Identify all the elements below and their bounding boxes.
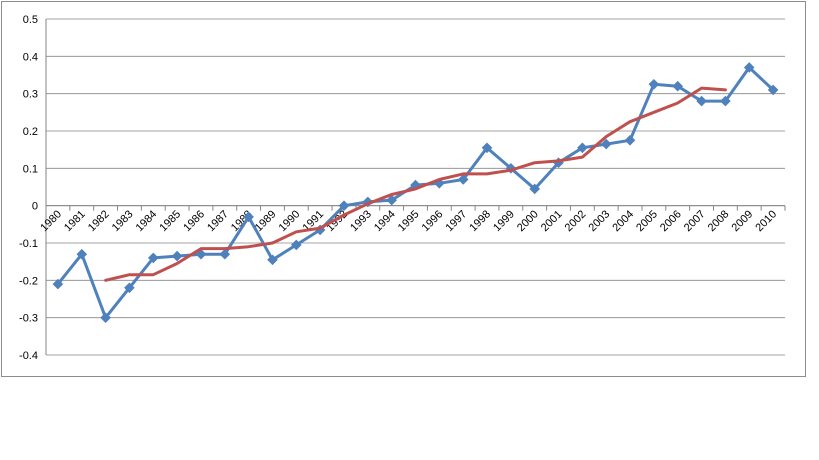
x-axis-tick-labels: 1980198119821983198419851986198719881989…	[38, 208, 779, 234]
data-point	[243, 211, 254, 223]
data-point	[124, 282, 135, 294]
y-tick-label: 0.2	[23, 126, 38, 138]
x-tick-label: 1994	[372, 208, 398, 234]
data-point	[52, 278, 64, 290]
y-tick-label: -0.3	[19, 313, 38, 325]
data-point	[743, 62, 755, 73]
data-point	[672, 80, 684, 92]
x-tick-label: 1998	[467, 208, 493, 234]
x-tick-label: 2005	[634, 208, 660, 234]
x-tick-label: 2003	[587, 208, 613, 234]
data-point	[267, 254, 278, 266]
x-tick-label: 1987	[205, 208, 231, 234]
data-point	[147, 252, 159, 264]
x-tick-label: 2007	[682, 208, 708, 234]
data-point	[386, 194, 398, 206]
y-tick-label: 0.4	[23, 51, 38, 63]
data-point	[577, 142, 588, 154]
data-series	[52, 62, 779, 324]
x-tick-label: 1981	[62, 208, 88, 234]
data-point	[600, 138, 612, 150]
data-point	[624, 134, 636, 146]
data-point	[481, 142, 493, 154]
y-tick-label: -0.2	[19, 275, 38, 287]
x-tick-label: 1980	[38, 208, 64, 234]
chart-area	[1, 1, 806, 377]
x-tick-label: 1986	[181, 208, 207, 234]
data-point	[648, 78, 660, 90]
x-tick-label: 2009	[730, 208, 756, 234]
x-tick-label: 2001	[539, 208, 565, 234]
x-tick-label: 2010	[753, 208, 779, 234]
data-point	[290, 239, 302, 251]
series-line	[104, 86, 727, 282]
data-point	[195, 248, 207, 260]
y-tick-label: 0.5	[23, 14, 38, 26]
data-point	[505, 162, 517, 174]
x-tick-label: 2000	[515, 208, 541, 234]
data-point	[696, 95, 707, 107]
y-tick-label: -0.4	[19, 350, 38, 362]
x-tick-label: 1999	[491, 208, 517, 234]
data-point	[457, 174, 469, 185]
y-axis-tick-labels: 0.5 0.4 0.3 0.2 0.1 0 -0.1 -0.2 -0.3 -0.4	[19, 14, 38, 362]
x-tick-label: 2004	[610, 208, 636, 234]
x-tick-label: 2008	[706, 208, 732, 234]
y-tick-label: -0.1	[19, 238, 38, 250]
x-tick-label: 2002	[563, 208, 589, 234]
series-1	[52, 62, 779, 324]
data-point	[76, 248, 88, 260]
y-tick-label: 0.3	[23, 89, 38, 101]
data-point	[529, 183, 541, 195]
series-2	[104, 86, 727, 282]
y-tick-label: 0.1	[23, 163, 38, 175]
data-point	[338, 200, 350, 212]
data-point	[171, 250, 183, 262]
x-tick-label: 1996	[420, 208, 446, 234]
x-tick-label: 1983	[110, 208, 136, 234]
x-tick-label: 1982	[86, 208, 112, 234]
x-tick-label: 1984	[134, 208, 160, 234]
gridlines	[45, 18, 786, 356]
x-tick-label: 1985	[157, 208, 183, 234]
data-point	[720, 95, 731, 107]
data-point	[219, 248, 231, 260]
x-tick-label: 2006	[658, 208, 684, 234]
y-tick-label: 0	[32, 201, 38, 213]
data-point	[767, 84, 779, 96]
x-tick-label: 1997	[444, 208, 470, 234]
data-point	[100, 312, 111, 324]
x-tick-label: 1995	[396, 208, 422, 234]
